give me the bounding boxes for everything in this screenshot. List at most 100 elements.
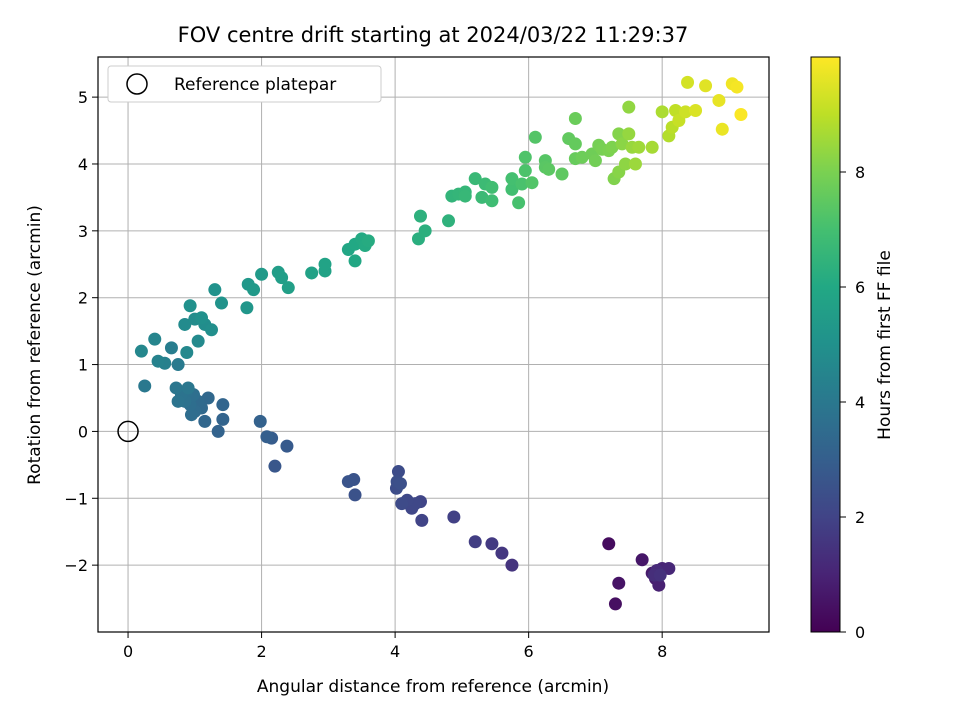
y-tick-label: 0 [78,422,88,441]
data-point [669,103,683,117]
data-point [305,266,319,280]
data-points [134,75,748,611]
data-point [615,137,629,151]
data-point [148,332,162,346]
data-point [247,283,261,297]
data-point [201,391,215,405]
data-point [281,281,295,295]
data-point [191,334,205,348]
data-point [542,162,556,176]
data-point [442,214,456,228]
data-point [734,108,748,121]
colorbar-label: Hours from first FF file [875,250,895,440]
colorbar-tick-label: 4 [855,393,865,412]
data-point [632,140,646,154]
x-axis-ticks: 0 2 4 6 8 [123,632,667,661]
data-point [475,190,489,204]
data-point [730,80,744,94]
data-point [395,497,409,511]
data-point [518,150,532,164]
data-point [518,164,532,178]
data-point [568,137,582,151]
data-point [608,597,622,611]
x-tick-label: 2 [256,642,266,661]
grid-lines [98,57,769,632]
data-point [151,354,165,368]
data-point [180,346,194,360]
data-point [635,553,649,567]
data-point [689,103,703,117]
data-point [602,537,616,551]
data-point [181,381,195,395]
data-point [495,546,509,560]
reference-platepar-marker [117,420,139,443]
data-point [194,311,208,325]
data-point [525,176,539,190]
colorbar-tick-label: 8 [855,163,865,182]
data-point [413,209,427,223]
data-point [447,510,461,524]
data-point [178,317,192,331]
data-point [458,189,472,203]
data-point [588,154,602,168]
data-point [393,477,407,491]
y-tick-label: 5 [78,88,88,107]
data-point [171,394,185,408]
legend-label: Reference platepar [174,75,336,95]
data-point [268,459,282,473]
y-tick-label: 4 [78,155,88,174]
data-point [485,194,499,208]
data-point [612,576,626,590]
data-point [505,182,519,196]
data-point [341,475,355,489]
data-point [622,127,636,141]
plot-frame [97,56,770,633]
data-point [171,358,185,372]
data-point [280,439,294,453]
data-point [528,130,542,144]
legend-box [107,65,382,103]
data-point [216,412,230,426]
data-point [361,234,375,248]
data-point [652,578,666,592]
data-point [715,122,729,136]
data-point [134,344,148,358]
data-point [622,100,636,114]
colorbar-tick-label: 0 [855,623,865,642]
data-point [198,414,212,428]
data-point [318,257,332,271]
x-tick-label: 8 [657,642,667,661]
data-point [348,488,362,502]
data-point [485,537,499,551]
data-point [485,180,499,194]
x-axis-label: Angular distance from reference (arcmin) [257,677,609,697]
data-point [418,224,432,238]
data-point [605,140,619,154]
data-point [468,535,482,549]
data-point [681,75,695,89]
data-point [255,267,269,281]
data-point [468,172,482,186]
data-point [515,177,529,191]
data-point [215,296,229,310]
data-point [216,398,230,412]
y-tick-label: 3 [78,222,88,241]
y-tick-label: −2 [64,556,88,575]
data-point [183,299,197,313]
data-point [712,93,726,107]
y-tick-label: 1 [78,356,88,375]
data-point [208,283,222,297]
data-point [653,568,667,582]
colorbar-ticks: 0 2 4 6 8 [840,163,865,642]
data-point [348,254,362,268]
colorbar: 0 2 4 6 8 Hours from first FF file [810,56,895,642]
data-point [618,157,632,171]
y-axis-label: Rotation from reference (arcmin) [25,205,45,485]
data-point [391,465,405,479]
data-point [575,150,589,164]
data-point [699,79,713,93]
data-point [205,323,219,337]
data-point [645,140,659,154]
data-point [169,381,183,395]
